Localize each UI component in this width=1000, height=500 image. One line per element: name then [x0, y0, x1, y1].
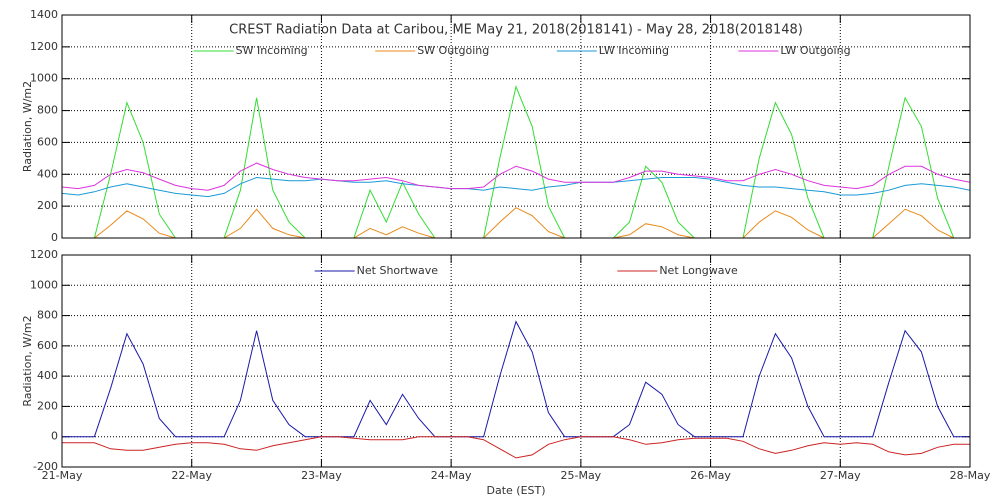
x-tick-label: 21-May — [42, 469, 83, 482]
y-tick-label: 200 — [37, 199, 58, 212]
legend-label: LW Incoming — [599, 44, 669, 57]
y-tick-label: 0 — [51, 430, 58, 443]
y-tick-label: 1200 — [30, 248, 58, 261]
y-tick-label: 400 — [37, 167, 58, 180]
legend-label: Net Longwave — [659, 264, 738, 277]
x-tick-label: 26-May — [690, 469, 731, 482]
plot-frame — [61, 254, 971, 468]
legend-label: Net Shortwave — [357, 264, 439, 277]
y-tick-label: 600 — [37, 135, 58, 148]
series-line — [62, 436, 970, 459]
x-tick-label: 25-May — [560, 469, 601, 482]
legend-label: SW Incoming — [236, 44, 308, 57]
legend-label: LW Outgoing — [780, 44, 850, 57]
plot-frame — [61, 14, 971, 239]
y-tick-label: 1400 — [30, 8, 58, 21]
y-tick-label: 1000 — [30, 72, 58, 85]
y-tick-label: 1200 — [30, 40, 58, 53]
chart-title: CREST Radiation Data at Caribou, ME May … — [229, 23, 803, 38]
y-tick-label: 0 — [51, 231, 58, 244]
x-axis-label: Date (EST) — [486, 484, 545, 497]
series-line — [62, 320, 970, 438]
x-tick-label: 22-May — [171, 469, 212, 482]
y-axis-label: Radiation, W/m2 — [21, 81, 34, 172]
y-tick-label: 600 — [37, 339, 58, 352]
series-line — [61, 162, 971, 191]
y-tick-label: 800 — [37, 104, 58, 117]
x-tick-label: 27-May — [820, 469, 861, 482]
y-tick-label: -200 — [33, 460, 58, 473]
y-axis-label: Radiation, W/m2 — [21, 315, 34, 406]
y-tick-label: 1000 — [30, 278, 58, 291]
series-line — [61, 176, 971, 198]
legend-label: SW Outgoing — [417, 44, 489, 57]
x-tick-label: 24-May — [431, 469, 472, 482]
y-tick-label: 800 — [37, 309, 58, 322]
y-tick-label: 200 — [37, 399, 58, 412]
x-tick-label: 23-May — [301, 469, 342, 482]
y-tick-label: 400 — [37, 369, 58, 382]
x-tick-label: 28-May — [950, 469, 991, 482]
